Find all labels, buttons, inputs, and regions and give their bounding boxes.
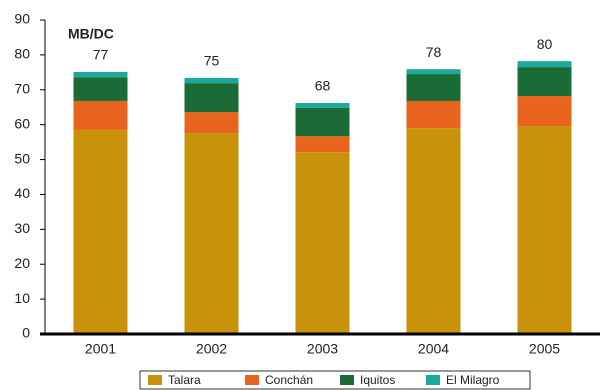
total-label: 80 [537, 36, 553, 52]
total-label: 68 [315, 78, 331, 94]
bar-segment [295, 107, 350, 137]
bar-segment [184, 83, 239, 113]
bar-segment [295, 136, 350, 153]
y-tick-label: 40 [14, 185, 30, 201]
legend-label: Conchán [265, 373, 313, 387]
legend-box [139, 370, 531, 390]
y-tick-label: 90 [14, 11, 30, 27]
bar-segment [184, 133, 239, 334]
bar-segment [73, 100, 128, 130]
bar-segment [73, 129, 128, 334]
x-tick-label: 2005 [529, 341, 560, 357]
y-tick-label: 30 [14, 220, 30, 236]
y-tick-label: 80 [14, 46, 30, 62]
x-tick-label: 2001 [85, 341, 116, 357]
bar-segment [517, 67, 572, 97]
y-tick-label: 70 [14, 80, 30, 96]
legend-swatch [148, 375, 162, 385]
bar-segment [184, 77, 239, 84]
x-tick-label: 2003 [307, 341, 338, 357]
x-tick-label: 2004 [418, 341, 449, 357]
bar-segment [517, 126, 572, 334]
y-tick-label: 60 [14, 115, 30, 131]
legend-label: Iquitos [360, 373, 395, 387]
bar-segment [517, 96, 572, 127]
y-tick-label: 50 [14, 150, 30, 166]
bar-segment [73, 71, 128, 78]
bar-segment [517, 61, 572, 68]
total-label: 77 [93, 47, 109, 63]
bar-segment [406, 74, 461, 101]
bar-segment [184, 112, 239, 134]
y-tick-label: 0 [22, 325, 30, 341]
chart-title: MB/DC [68, 26, 114, 42]
bar-segment [406, 128, 461, 334]
legend-swatch [426, 375, 440, 385]
x-tick-label: 2002 [196, 341, 227, 357]
total-label: 75 [204, 53, 220, 69]
bar-segment [295, 152, 350, 334]
bar-segment [406, 100, 461, 129]
bar-segment [295, 103, 350, 108]
legend-swatch [245, 375, 259, 385]
legend-label: El Milagro [446, 373, 500, 387]
bar-segment [73, 77, 128, 101]
bar-segment [406, 69, 461, 75]
y-tick-label: 20 [14, 255, 30, 271]
y-tick-label: 10 [14, 290, 30, 306]
legend-swatch [340, 375, 354, 385]
total-label: 78 [426, 44, 442, 60]
legend-label: Talara [168, 373, 201, 387]
